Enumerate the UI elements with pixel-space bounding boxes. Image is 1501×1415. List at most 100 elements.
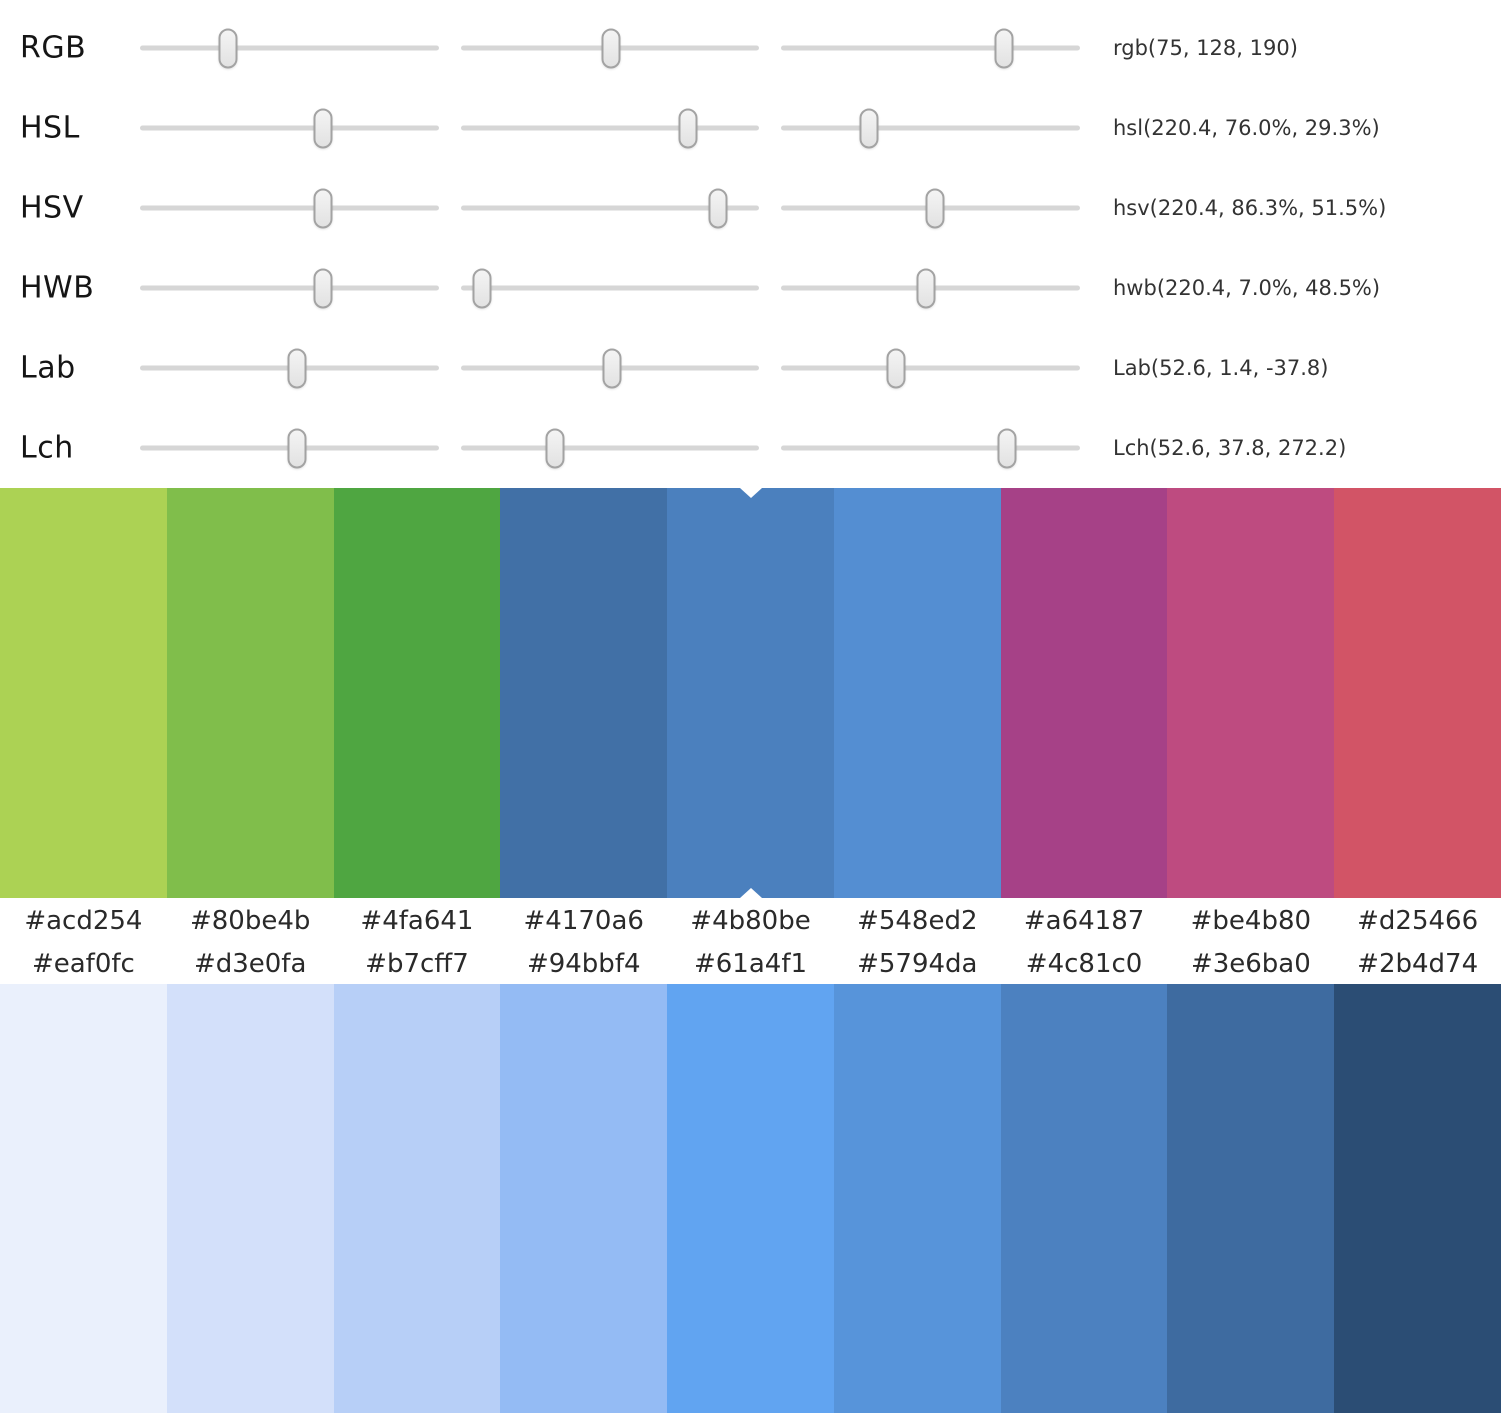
hue-hex-label-5: #4b80be <box>690 906 811 936</box>
rgb-blue-track[interactable] <box>781 28 1081 68</box>
hsl-lightness-track[interactable] <box>781 108 1081 148</box>
hue-swatch-3[interactable] <box>333 488 501 898</box>
hue-swatch-1[interactable] <box>0 488 167 898</box>
rgb-green-thumb[interactable] <box>601 28 621 68</box>
shade-hex-label-9: #2b4d74 <box>1357 949 1479 979</box>
hwb-whiteness-thumb[interactable] <box>472 268 492 308</box>
shade-hex-label-7: #4c81c0 <box>1025 949 1143 979</box>
lab-row-label: Lab <box>20 350 76 386</box>
lch-value-text: Lch(52.6, 37.8, 272.2) <box>1113 436 1347 460</box>
rgb-slider-row: RGB rgb(75, 128, 190) <box>0 8 1501 88</box>
hue-hex-label-row: #acd254 #80be4b #4fa641 #4170a6 #4b80be … <box>0 898 1501 944</box>
lch-row-label: Lch <box>20 430 74 466</box>
lch-hue-thumb[interactable] <box>997 428 1017 468</box>
hsv-hue-track[interactable] <box>140 188 439 228</box>
rgb-tracks <box>140 28 1081 68</box>
lch-lightness-thumb[interactable] <box>287 428 307 468</box>
lch-chroma-track[interactable] <box>460 428 760 468</box>
lch-chroma-thumb[interactable] <box>545 428 565 468</box>
hwb-blackness-track[interactable] <box>781 268 1081 308</box>
lab-lightness-thumb[interactable] <box>287 348 307 388</box>
hsl-slider-row: HSL hsl(220.4, 76.0%, 29.3%) <box>0 88 1501 168</box>
hsl-saturation-thumb[interactable] <box>678 108 698 148</box>
selection-notch-bottom-icon <box>739 888 762 898</box>
hwb-tracks <box>140 268 1081 308</box>
shade-swatch-8[interactable] <box>1167 984 1335 1413</box>
shade-hex-label-2: #d3e0fa <box>193 949 307 979</box>
hue-variation-strip <box>0 488 1501 898</box>
hsl-tracks <box>140 108 1081 148</box>
shade-hex-label-1: #eaf0fc <box>31 949 135 979</box>
hsl-saturation-track[interactable] <box>460 108 760 148</box>
hue-hex-label-6: #548ed2 <box>857 906 978 936</box>
rgb-red-thumb[interactable] <box>218 28 238 68</box>
shade-hex-label-5: #61a4f1 <box>693 949 808 979</box>
shade-swatch-2[interactable] <box>166 984 334 1413</box>
hue-swatch-9[interactable] <box>1334 488 1501 898</box>
rgb-green-track[interactable] <box>460 28 760 68</box>
hsv-value-thumb[interactable] <box>925 188 945 228</box>
hsv-value-track[interactable] <box>781 188 1081 228</box>
rgb-red-track[interactable] <box>140 28 439 68</box>
shade-hex-label-row: #eaf0fc #d3e0fa #b7cff7 #94bbf4 #61a4f1 … <box>0 944 1501 984</box>
rgb-blue-thumb[interactable] <box>994 28 1014 68</box>
shade-swatch-5[interactable] <box>667 984 834 1413</box>
hue-hex-label-3: #4fa641 <box>360 906 474 936</box>
lab-lightness-track[interactable] <box>140 348 439 388</box>
lch-tracks <box>140 428 1081 468</box>
hsl-hue-track[interactable] <box>140 108 439 148</box>
hue-swatch-7[interactable] <box>1000 488 1168 898</box>
rgb-value-text: rgb(75, 128, 190) <box>1113 36 1298 60</box>
hue-hex-label-2: #80be4b <box>189 906 311 936</box>
shade-swatch-4[interactable] <box>500 984 668 1413</box>
hue-hex-label-4: #4170a6 <box>523 906 644 936</box>
hwb-hue-thumb[interactable] <box>313 268 333 308</box>
hwb-row-label: HWB <box>20 270 95 306</box>
hsv-value-text: hsv(220.4, 86.3%, 51.5%) <box>1113 196 1387 220</box>
lab-value-text: Lab(52.6, 1.4, -37.8) <box>1113 356 1329 380</box>
shade-swatch-3[interactable] <box>333 984 501 1413</box>
lch-slider-row: Lch Lch(52.6, 37.8, 272.2) <box>0 408 1501 488</box>
hue-swatch-8[interactable] <box>1167 488 1335 898</box>
shade-variation-strip <box>0 984 1501 1413</box>
hue-hex-label-9: #d25466 <box>1357 906 1479 936</box>
lab-slider-row: Lab Lab(52.6, 1.4, -37.8) <box>0 328 1501 408</box>
rgb-row-label: RGB <box>20 30 87 66</box>
lch-hue-track[interactable] <box>781 428 1081 468</box>
hue-swatch-6[interactable] <box>833 488 1001 898</box>
shade-hex-label-8: #3e6ba0 <box>1190 949 1311 979</box>
shade-hex-label-6: #5794da <box>857 949 978 979</box>
hwb-whiteness-track[interactable] <box>460 268 760 308</box>
lab-tracks <box>140 348 1081 388</box>
hsv-hue-thumb[interactable] <box>313 188 333 228</box>
hwb-hue-track[interactable] <box>140 268 439 308</box>
hsl-hue-thumb[interactable] <box>313 108 333 148</box>
shade-hex-label-3: #b7cff7 <box>365 949 469 979</box>
lab-b-track[interactable] <box>781 348 1081 388</box>
hue-swatch-2[interactable] <box>166 488 334 898</box>
lch-lightness-track[interactable] <box>140 428 439 468</box>
hsv-row-label: HSV <box>20 190 84 226</box>
hsv-slider-row: HSV hsv(220.4, 86.3%, 51.5%) <box>0 168 1501 248</box>
hue-swatch-5-selected[interactable] <box>667 488 834 898</box>
lab-a-thumb[interactable] <box>602 348 622 388</box>
lab-b-thumb[interactable] <box>886 348 906 388</box>
selection-notch-top-icon <box>739 488 762 498</box>
shade-swatch-6[interactable] <box>833 984 1001 1413</box>
shade-swatch-7[interactable] <box>1000 984 1168 1413</box>
hsl-lightness-thumb[interactable] <box>859 108 879 148</box>
hue-hex-label-8: #be4b80 <box>1190 906 1312 936</box>
slider-panel: RGB rgb(75, 128, 190) HSL <box>0 0 1501 488</box>
hue-swatch-4[interactable] <box>500 488 668 898</box>
hwb-value-text: hwb(220.4, 7.0%, 48.5%) <box>1113 276 1381 300</box>
hue-hex-label-1: #acd254 <box>24 906 143 936</box>
hsl-value-text: hsl(220.4, 76.0%, 29.3%) <box>1113 116 1380 140</box>
lab-a-track[interactable] <box>460 348 760 388</box>
hwb-blackness-thumb[interactable] <box>916 268 936 308</box>
hsv-saturation-track[interactable] <box>460 188 760 228</box>
shade-swatch-1[interactable] <box>0 984 167 1413</box>
hue-hex-label-7: #a64187 <box>1023 906 1145 936</box>
hsv-saturation-thumb[interactable] <box>708 188 728 228</box>
shade-swatch-9[interactable] <box>1334 984 1501 1413</box>
hsv-tracks <box>140 188 1081 228</box>
